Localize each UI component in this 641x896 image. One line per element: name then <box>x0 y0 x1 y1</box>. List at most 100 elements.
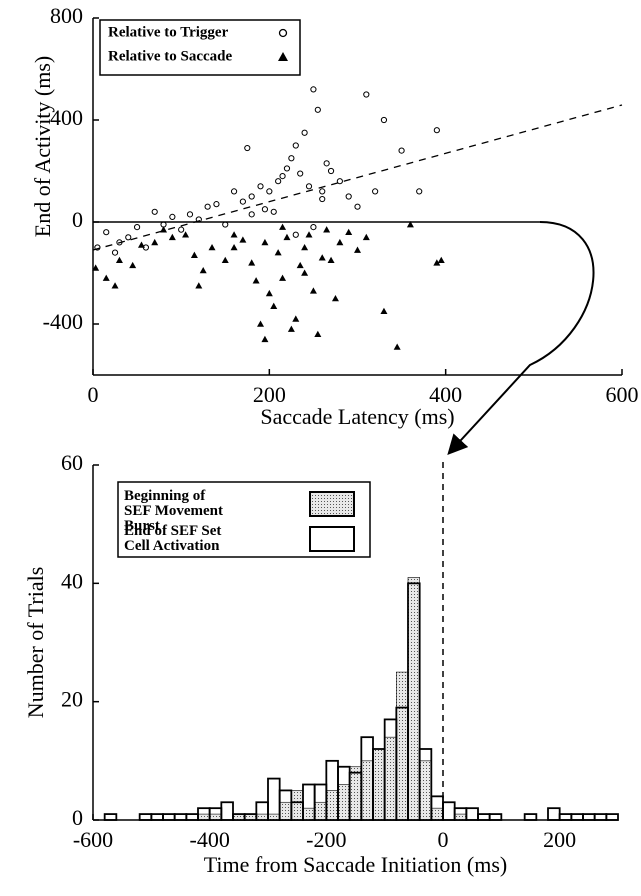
data-point <box>296 261 304 269</box>
data-point <box>129 261 137 269</box>
data-point <box>331 295 339 302</box>
histogram-bar <box>523 813 538 821</box>
data-point <box>323 226 331 233</box>
data-point <box>345 228 353 235</box>
legend-label: Relative to Trigger <box>108 24 229 40</box>
histogram-bar <box>349 766 362 821</box>
curved-arrow <box>447 221 595 455</box>
data-point <box>195 216 202 223</box>
data-point <box>102 274 110 281</box>
histogram-bar <box>361 760 374 821</box>
data-point <box>222 221 229 228</box>
data-point <box>372 188 379 195</box>
data-point <box>323 160 330 167</box>
data-point <box>133 224 141 231</box>
x-tick-label: -400 <box>190 827 230 852</box>
data-point <box>169 213 176 220</box>
data-point <box>314 106 321 113</box>
data-point <box>433 127 440 134</box>
data-point <box>292 142 299 149</box>
data-point <box>239 236 247 243</box>
data-point <box>160 226 168 233</box>
trend-line <box>92 104 623 251</box>
data-point <box>257 320 265 327</box>
data-point <box>178 226 185 233</box>
data-point <box>186 211 194 218</box>
data-point <box>362 233 370 241</box>
data-point <box>111 249 119 256</box>
data-point <box>310 224 317 231</box>
data-point <box>287 325 295 332</box>
data-point <box>279 173 286 180</box>
data-point <box>301 244 309 251</box>
data-point <box>380 116 388 124</box>
data-point <box>336 238 344 246</box>
histogram-bar <box>291 790 304 821</box>
histogram-bar <box>419 760 432 821</box>
data-point <box>125 234 132 241</box>
data-point <box>319 195 326 203</box>
histogram-bar <box>547 807 561 821</box>
histogram-bar <box>220 801 234 821</box>
data-point <box>204 203 211 210</box>
data-point <box>292 231 299 238</box>
histogram-bar <box>442 801 456 821</box>
data-point <box>257 183 264 190</box>
data-point <box>336 178 343 185</box>
data-point <box>265 289 273 297</box>
data-point <box>199 266 207 274</box>
x-tick-label: 0 <box>438 827 449 852</box>
data-point <box>310 86 317 93</box>
data-point <box>230 231 238 238</box>
data-point <box>279 274 287 281</box>
histogram-bar <box>431 807 444 821</box>
data-point <box>327 256 335 264</box>
data-point <box>301 129 308 136</box>
data-point <box>103 229 110 236</box>
histogram-bar <box>570 813 584 821</box>
histogram-bar <box>477 813 491 821</box>
x-axis-label: Time from Saccade Initiation (ms) <box>204 852 507 877</box>
data-point <box>261 238 269 246</box>
y-tick-label: 0 <box>72 207 83 232</box>
x-tick-label: 0 <box>88 382 99 407</box>
y-tick-label: 800 <box>50 3 83 28</box>
data-point <box>244 144 251 152</box>
legend-swatch <box>309 491 355 517</box>
x-tick-label: 400 <box>429 382 462 407</box>
y-tick-label: 60 <box>61 450 83 475</box>
histogram-bar <box>593 813 608 821</box>
histogram-bar <box>302 807 315 821</box>
y-tick-label: 0 <box>72 805 83 830</box>
histogram-bar <box>407 577 420 821</box>
data-point <box>354 246 361 253</box>
y-axis-label: End of Activity (ms) <box>30 56 55 237</box>
data-point <box>94 244 101 251</box>
data-point <box>230 244 238 251</box>
data-point <box>398 147 405 154</box>
data-point <box>319 188 326 195</box>
data-point <box>283 165 291 172</box>
histogram-bar <box>558 813 573 821</box>
histogram-bar <box>103 813 118 821</box>
data-point <box>309 287 317 294</box>
data-point <box>221 256 229 264</box>
histogram-bar <box>384 736 397 821</box>
data-point <box>354 203 361 210</box>
histogram-bar <box>138 813 153 821</box>
data-point <box>305 183 313 190</box>
x-tick-label: 600 <box>606 382 639 407</box>
legend-label: Relative to Saccade <box>108 48 232 64</box>
legend-label: End of SEF Set Cell Activation <box>124 523 222 554</box>
data-point <box>190 251 198 258</box>
data-point <box>195 282 203 289</box>
histogram-bar <box>326 790 339 821</box>
data-point <box>168 233 176 241</box>
data-point <box>266 188 273 195</box>
legend-marker <box>278 52 288 61</box>
histogram-bar <box>418 748 433 821</box>
x-tick-label: 200 <box>543 827 576 852</box>
histogram-bar <box>396 671 409 821</box>
